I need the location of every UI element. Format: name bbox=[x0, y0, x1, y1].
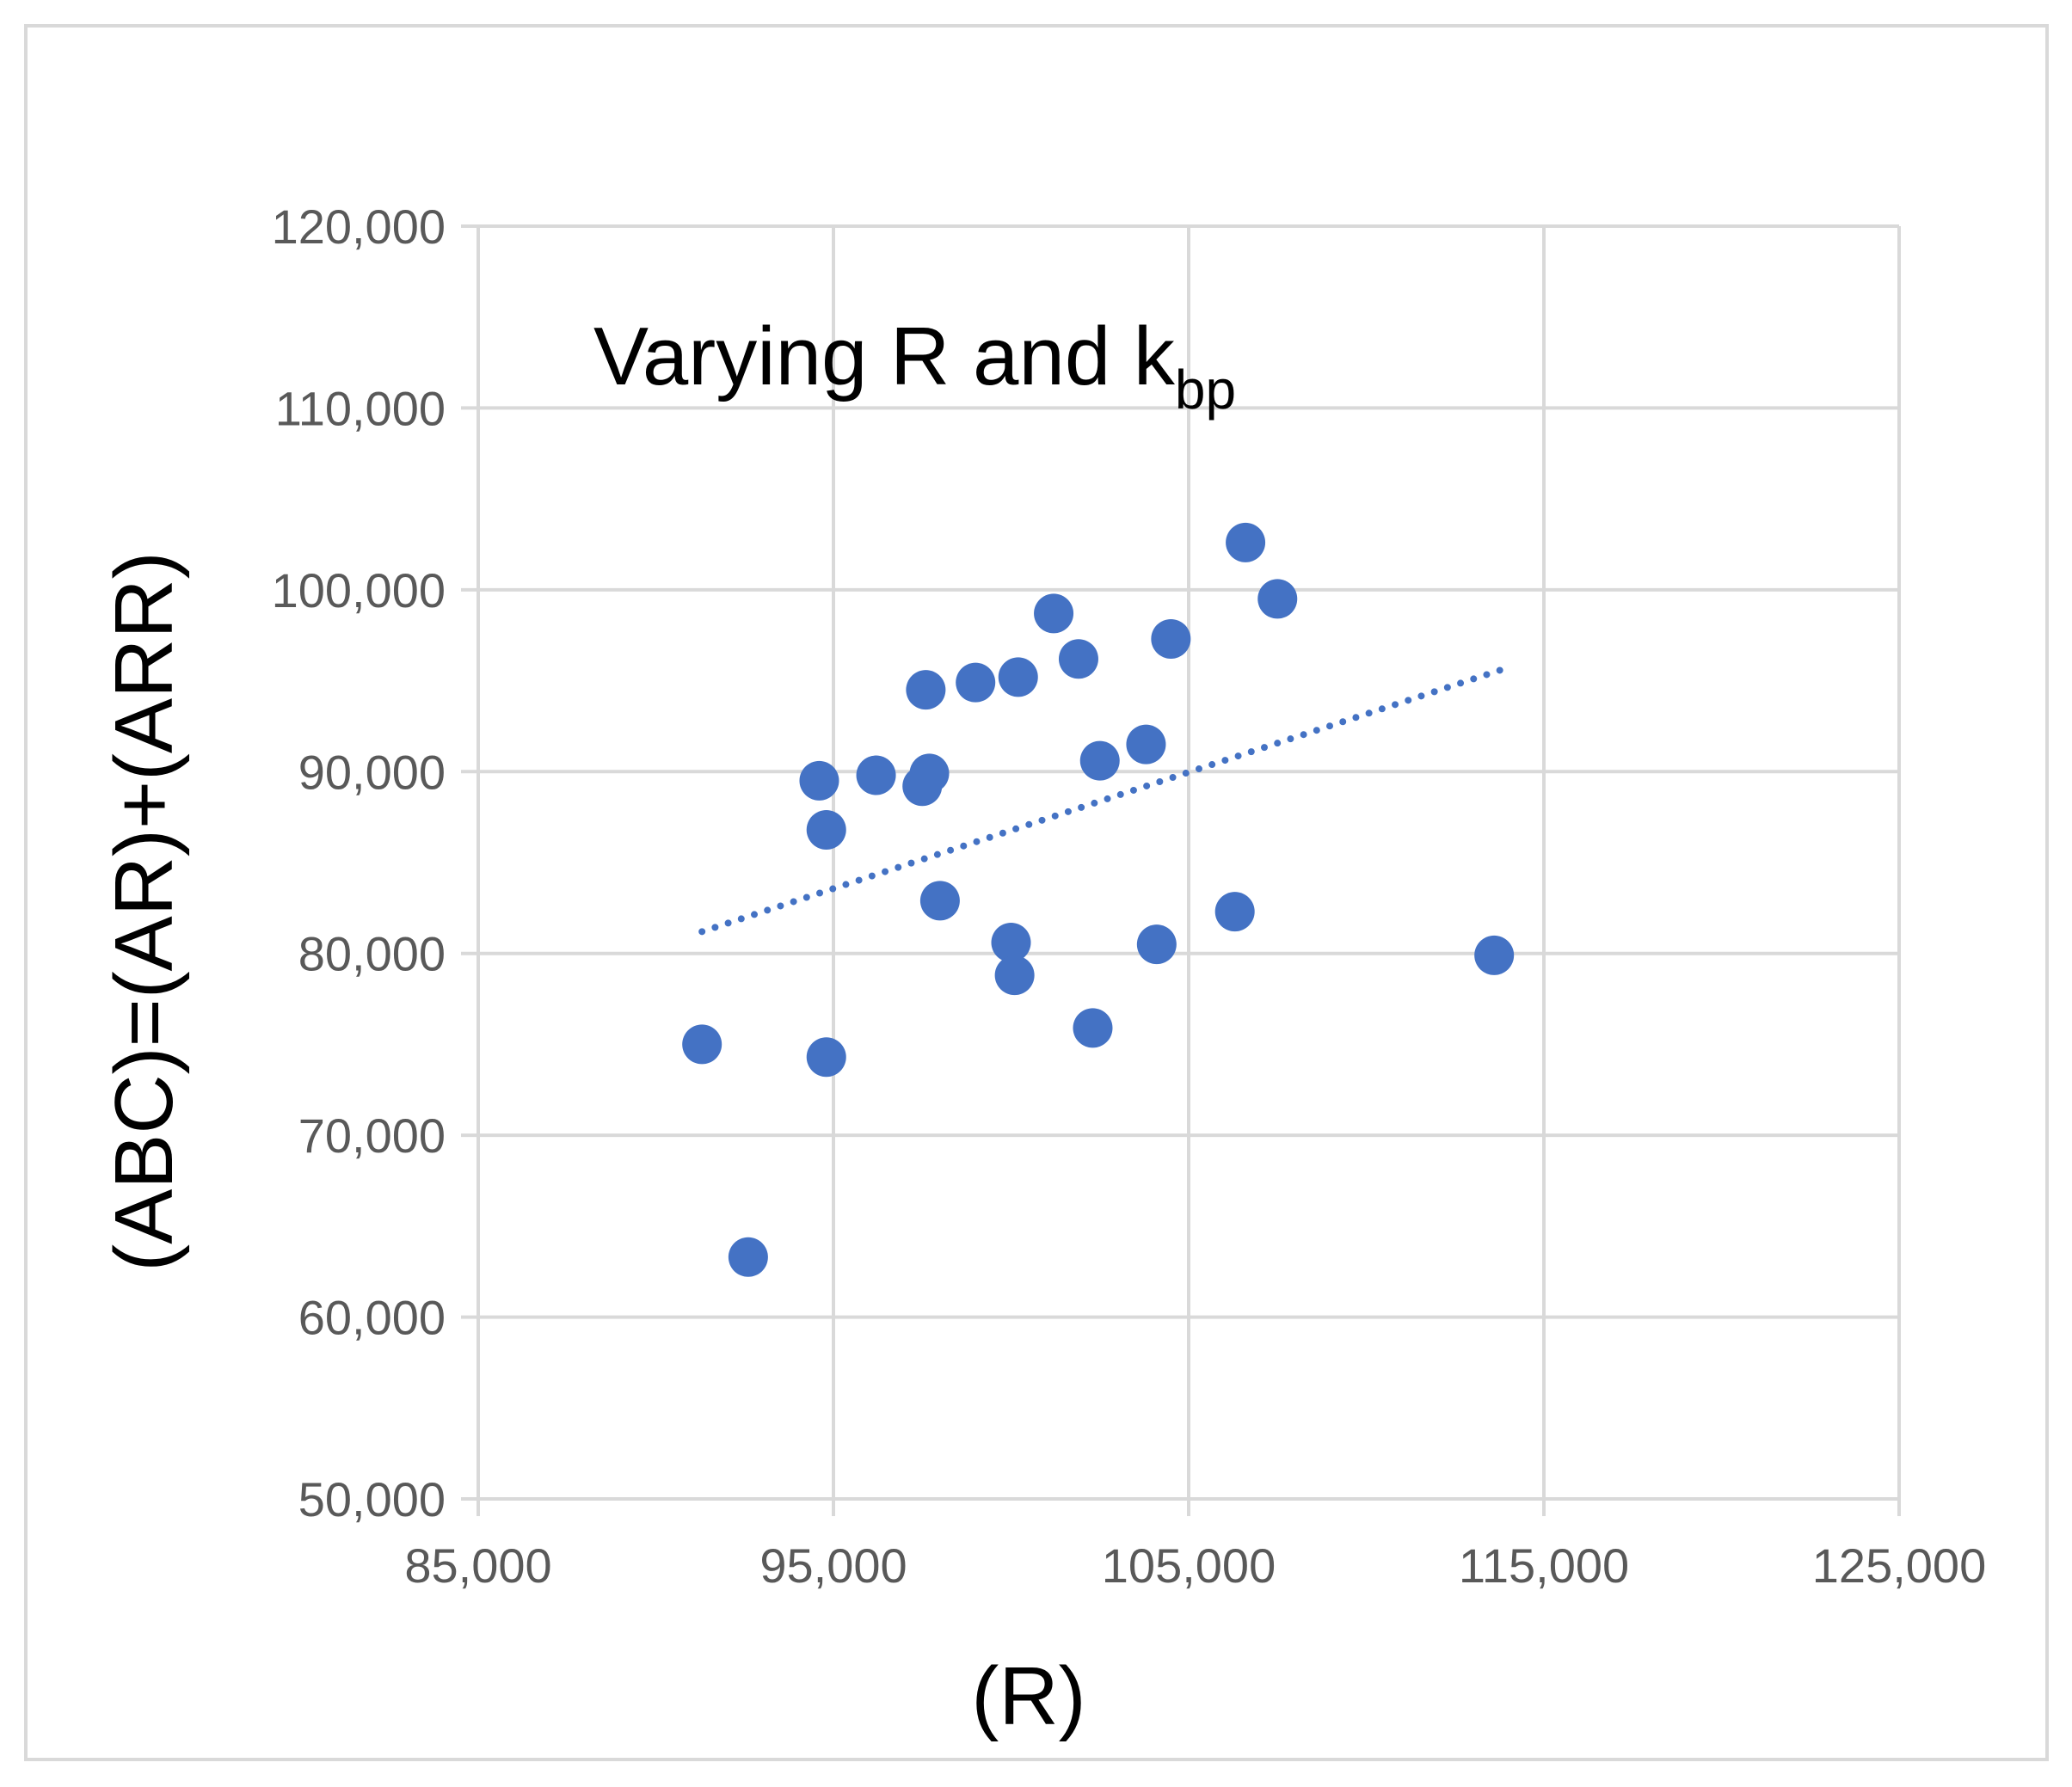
tick-labels: 50,000 60,000 70,000 80,000 90,000 100,000 110… bbox=[272, 200, 1987, 1593]
x-tick-label: 125,000 bbox=[1812, 1538, 1986, 1593]
data-point bbox=[806, 809, 846, 850]
y-tick-label: 110,000 bbox=[275, 381, 446, 435]
data-point bbox=[909, 753, 950, 794]
y-tick-label: 60,000 bbox=[298, 1291, 446, 1345]
y-tick-label: 80,000 bbox=[298, 927, 446, 981]
data-point bbox=[856, 755, 896, 795]
chart-frame bbox=[24, 24, 2049, 1761]
data-point bbox=[1257, 579, 1298, 619]
y-tick-label: 70,000 bbox=[298, 1108, 446, 1163]
gridlines bbox=[461, 224, 1901, 1516]
x-tick-label: 85,000 bbox=[404, 1538, 551, 1593]
y-axis-title: (ABC)=(AR)+(ARR) bbox=[98, 551, 190, 1271]
data-point bbox=[728, 1237, 768, 1277]
data-point bbox=[799, 760, 839, 801]
data-point bbox=[1226, 522, 1266, 562]
y-tick-label: 50,000 bbox=[298, 1472, 446, 1526]
y-tick-label: 120,000 bbox=[272, 200, 446, 254]
chart-title-main: Varying R and k bbox=[593, 310, 1176, 402]
data-point bbox=[919, 881, 960, 921]
data-point bbox=[682, 1024, 722, 1065]
data-point bbox=[1136, 924, 1177, 965]
y-tick-label: 100,000 bbox=[272, 563, 446, 617]
y-tick-label: 90,000 bbox=[298, 745, 446, 799]
data-point bbox=[1079, 740, 1120, 781]
data-point bbox=[1474, 935, 1515, 975]
x-axis-title: (R) bbox=[971, 1650, 1085, 1742]
data-point bbox=[994, 955, 1035, 996]
data-point bbox=[1034, 593, 1074, 634]
trendline bbox=[698, 666, 1505, 936]
data-point bbox=[806, 1037, 846, 1078]
data-point bbox=[1073, 1008, 1113, 1048]
trendline-group bbox=[698, 666, 1505, 936]
data-point bbox=[1151, 618, 1191, 659]
data-point bbox=[1126, 724, 1166, 765]
data-point bbox=[906, 670, 946, 710]
data-point bbox=[1214, 892, 1255, 932]
x-tick-label: 115,000 bbox=[1459, 1538, 1629, 1593]
x-tick-label: 95,000 bbox=[759, 1538, 907, 1593]
x-tick-label: 105,000 bbox=[1102, 1538, 1276, 1593]
data-point bbox=[956, 662, 996, 703]
chart-title: Varying R and kbp bbox=[593, 310, 1236, 421]
data-point bbox=[1058, 639, 1098, 679]
data-point bbox=[998, 657, 1038, 697]
chart-title-subscript: bp bbox=[1175, 359, 1236, 421]
data-points bbox=[682, 522, 1515, 1277]
data-point bbox=[991, 923, 1031, 963]
